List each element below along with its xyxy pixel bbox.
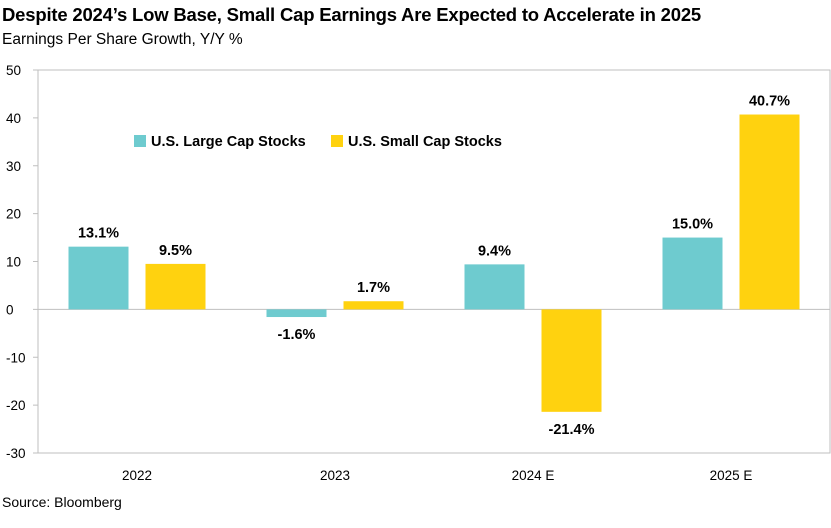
y-tick-label: -30 xyxy=(6,446,26,461)
large-cap-bar-2025-e xyxy=(662,237,723,310)
legend-label-large-cap: U.S. Large Cap Stocks xyxy=(151,134,306,150)
small-cap-data-label: 9.5% xyxy=(159,243,192,259)
chart-title: Despite 2024’s Low Base, Small Cap Earni… xyxy=(2,4,702,25)
x-tick-label: 2024 E xyxy=(512,468,555,483)
y-tick-label: 30 xyxy=(6,159,21,174)
large-cap-data-label: 9.4% xyxy=(478,243,511,259)
y-tick-label: 50 xyxy=(6,63,21,78)
small-cap-bar-2023 xyxy=(343,301,404,310)
bar-chart: 50 40 30 20 10 0 -10 -20 -30 13.1% 9.5% 2022 -1.6% 1.… xyxy=(6,63,831,483)
y-tick-label: 10 xyxy=(6,255,21,270)
small-cap-data-label: -21.4% xyxy=(549,422,595,438)
small-cap-bar-2025-e xyxy=(739,114,800,310)
legend-swatch-small-cap xyxy=(331,135,343,147)
small-cap-data-label: 1.7% xyxy=(357,280,390,296)
x-tick-label: 2022 xyxy=(122,468,152,483)
large-cap-bar-2022 xyxy=(68,246,129,310)
large-cap-data-label: -1.6% xyxy=(278,327,316,343)
small-cap-bar-2022 xyxy=(145,263,206,310)
y-tick-label: -10 xyxy=(6,350,26,365)
chart-subtitle: Earnings Per Share Growth, Y/Y % xyxy=(2,31,243,48)
large-cap-data-label: 15.0% xyxy=(672,217,713,233)
y-tick-label: 40 xyxy=(6,111,21,126)
y-tick-label: -20 xyxy=(6,398,26,413)
x-tick-label: 2023 xyxy=(320,468,350,483)
small-cap-bar-2024-e xyxy=(541,309,602,412)
large-cap-bar-2024-e xyxy=(464,264,525,310)
y-tick-label: 0 xyxy=(6,302,14,317)
y-tick-label: 20 xyxy=(6,207,21,222)
small-cap-data-label: 40.7% xyxy=(749,94,790,110)
legend-swatch-large-cap xyxy=(134,135,146,147)
large-cap-bar-2023 xyxy=(266,309,327,318)
large-cap-data-label: 13.1% xyxy=(78,226,119,242)
source-note: Source: Bloomberg xyxy=(2,494,122,510)
x-tick-label: 2025 E xyxy=(710,468,753,483)
legend-label-small-cap: U.S. Small Cap Stocks xyxy=(348,134,502,150)
